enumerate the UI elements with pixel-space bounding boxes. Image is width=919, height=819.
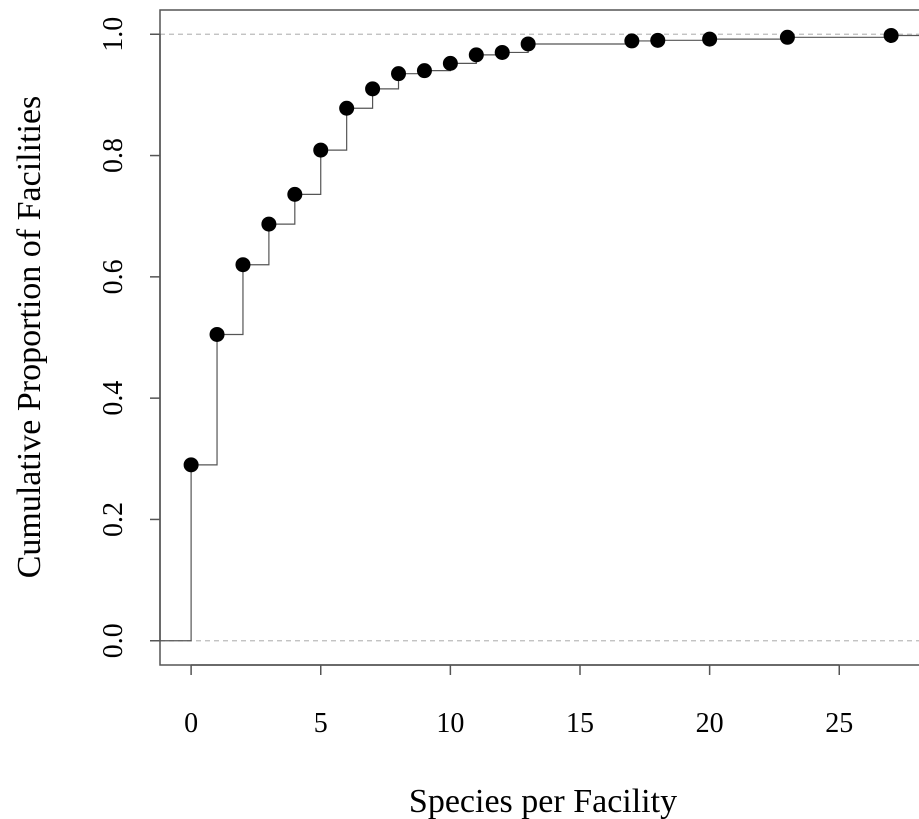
data-point-2 (235, 257, 251, 273)
data-point-12 (494, 44, 510, 60)
data-point-4 (287, 186, 303, 202)
data-point-16 (702, 31, 718, 47)
ecdf-step-line (160, 34, 919, 642)
x-tick-label-1: 5 (314, 708, 328, 739)
data-point-5 (313, 142, 329, 158)
data-point-17 (779, 29, 795, 45)
data-point-18 (883, 27, 899, 43)
y-axis: 0.0 0.2 0.4 0.6 0.8 1.0 (98, 17, 161, 658)
data-point-7 (365, 81, 381, 97)
y-tick-label-1: 0.2 (98, 502, 129, 537)
x-tick-label-4: 20 (696, 708, 724, 739)
x-axis-title: Species per Facility (409, 783, 677, 819)
y-tick-label-5: 1.0 (98, 17, 129, 52)
x-tick-label-2: 10 (436, 708, 464, 739)
data-point-8 (391, 66, 407, 82)
data-point-9 (416, 63, 432, 79)
data-point-3 (261, 216, 277, 232)
data-point-13 (520, 36, 536, 52)
data-point-1 (209, 326, 225, 342)
ecdf-step-path (160, 34, 919, 642)
y-tick-label-2: 0.4 (98, 381, 129, 416)
y-axis-title: Cumulative Proportion of Facilities (11, 96, 48, 579)
data-point-6 (339, 100, 355, 116)
data-point-10 (442, 55, 458, 71)
y-tick-label-3: 0.6 (98, 259, 129, 294)
plot-frame (159, 9, 919, 666)
data-points (183, 27, 899, 473)
x-tick-label-5: 25 (825, 708, 853, 739)
data-point-14 (624, 33, 640, 49)
data-point-15 (650, 32, 666, 48)
reference-lines (160, 33, 919, 642)
y-tick-label-0: 0.0 (98, 623, 129, 658)
data-point-11 (468, 47, 484, 63)
y-tick-label-4: 0.8 (98, 138, 129, 173)
x-tick-label-0: 0 (184, 708, 198, 739)
data-point-0 (183, 457, 199, 473)
x-tick-label-3: 15 (566, 708, 594, 739)
x-axis: 0 5 10 15 20 25 (184, 664, 853, 739)
